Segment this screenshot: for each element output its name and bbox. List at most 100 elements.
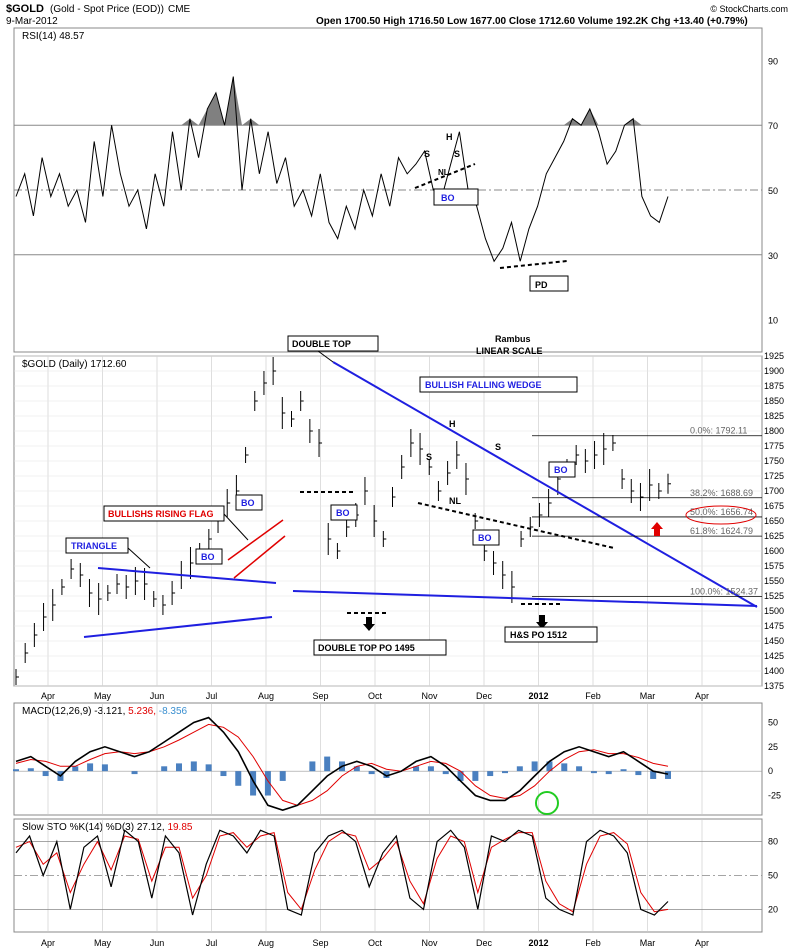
flag-label: BULLISHS RISING FLAG xyxy=(108,509,214,519)
macd-histogram-bar xyxy=(576,766,583,772)
rsi-title: RSI(14) 48.57 xyxy=(22,31,85,42)
price-tick-label: 1400 xyxy=(764,666,784,676)
macd-tick-label: 0 xyxy=(768,766,773,776)
wedge-lower-line xyxy=(292,590,758,607)
x-month-label: Mar xyxy=(640,938,656,948)
macd-legend-signal: 5.236, xyxy=(128,706,156,717)
price-tick-label: 1525 xyxy=(764,591,784,601)
hs-po-label: H&S PO 1512 xyxy=(510,630,567,640)
hs-arrow-icon xyxy=(536,615,548,629)
price-tick-label: 1625 xyxy=(764,531,784,541)
macd-histogram-bar xyxy=(161,766,168,772)
hs-s-right: S xyxy=(495,442,501,452)
rsi-neckline xyxy=(414,163,476,189)
rsi-tick-label: 10 xyxy=(768,316,778,326)
sto-legend-d: 19.85 xyxy=(167,822,192,833)
rsi-pd-line xyxy=(499,260,568,269)
bo-box-3 xyxy=(330,504,358,521)
macd-histogram-bar xyxy=(190,761,197,772)
price-tick-label: 1575 xyxy=(764,561,784,571)
rsi-tick-label: 70 xyxy=(768,121,778,131)
x-month-label: Dec xyxy=(476,938,493,948)
wedge-box xyxy=(419,376,578,393)
header-desc: (Gold - Spot Price (EOD)) xyxy=(50,4,164,15)
price-tick-label: 1475 xyxy=(764,621,784,631)
double-top-label: DOUBLE TOP xyxy=(292,339,351,349)
price-tick-label: 1450 xyxy=(764,636,784,646)
sto-legend-k: Slow STO %K(14) %D(3) 27.12, xyxy=(22,822,165,833)
macd-series xyxy=(13,716,671,811)
bo-label-1: BO xyxy=(201,552,215,562)
fib-levels: 0.0%: 1792.11 38.2%: 1688.69 50.0%: 1656.7… xyxy=(532,426,762,597)
macd-histogram-bar xyxy=(620,769,627,772)
x-month-label: Apr xyxy=(695,691,709,701)
header-ohlc: Open 1700.50 High 1716.50 Low 1677.00 Cl… xyxy=(316,16,748,27)
price-tick-label: 1700 xyxy=(764,486,784,496)
macd-histogram-bar xyxy=(650,771,657,779)
macd-histogram-bar xyxy=(176,763,182,772)
triangle-pointer xyxy=(127,547,151,569)
macd-histogram-bar xyxy=(235,771,242,786)
macd-histogram-bar xyxy=(27,768,34,772)
macd-legend: MACD(12,26,9) -3.121, 5.236, -8.356 xyxy=(22,706,188,717)
bo-box-2 xyxy=(235,494,263,511)
x-month-label: Sep xyxy=(312,691,328,701)
fib-label: 100.0%: 1524.37 xyxy=(690,586,758,596)
grid-lines xyxy=(14,124,762,932)
flag-box xyxy=(103,505,225,522)
x-month-label: May xyxy=(94,691,112,701)
rambus-label: Rambus xyxy=(495,334,531,344)
x-month-label: 2012 xyxy=(528,938,548,948)
macd-histogram-bar xyxy=(72,766,79,772)
macd-histogram-bar xyxy=(605,771,612,775)
macd-histogram-bar xyxy=(324,756,331,772)
x-month-label: Oct xyxy=(368,938,383,948)
macd-tick-label: 25 xyxy=(768,742,778,752)
x-month-label: Feb xyxy=(585,938,601,948)
x-month-label: Aug xyxy=(258,938,274,948)
dt-po-label: DOUBLE TOP PO 1495 xyxy=(318,643,415,653)
header-date: 9-Mar-2012 xyxy=(6,16,58,27)
x-month-label: Jul xyxy=(206,691,218,701)
macd-histogram-bar xyxy=(516,766,523,772)
x-month-label: Oct xyxy=(368,691,383,701)
price-tick-label: 1750 xyxy=(764,456,784,466)
rsi-series xyxy=(15,76,669,263)
x-month-label: Nov xyxy=(421,938,438,948)
macd-histogram-bar xyxy=(131,771,138,775)
flag-upper-line xyxy=(227,519,284,561)
dt-arrow-icon xyxy=(363,617,375,631)
x-month-label: May xyxy=(94,938,112,948)
flag-pointer xyxy=(223,513,249,541)
axis-ticks: Apr Apr May May Jun Jun Jul Jul Aug Aug Sep Sep Oct O… xyxy=(41,56,784,948)
sto-legend: Slow STO %K(14) %D(3) 27.12, 19.85 xyxy=(22,822,193,833)
price-tick-label: 1725 xyxy=(764,471,784,481)
x-month-label: Apr xyxy=(41,938,55,948)
double-top-pointer xyxy=(317,350,334,363)
bo-label-2: BO xyxy=(241,498,255,508)
wedge-label: BULLISH FALLING WEDGE xyxy=(425,380,542,390)
price-series xyxy=(15,357,671,685)
hs-neckline xyxy=(417,502,615,549)
bo-box-5 xyxy=(548,461,576,478)
wedge-upper-line xyxy=(332,361,758,608)
sto-tick-label: 80 xyxy=(768,837,778,847)
macd-legend-macd: MACD(12,26,9) -3.121, xyxy=(22,706,125,717)
price-tick-label: 1375 xyxy=(764,681,784,691)
dt-po-box xyxy=(313,639,447,656)
rsi-bo-box xyxy=(433,188,479,206)
header-exchange: CME xyxy=(168,4,191,15)
macd-histogram-bar xyxy=(101,764,108,772)
bo-label-5: BO xyxy=(554,465,568,475)
macd-histogram-bar xyxy=(13,769,19,772)
bo-label-3: BO xyxy=(336,508,350,518)
rsi-line xyxy=(15,76,669,263)
triangle-label: TRIANGLE xyxy=(71,541,117,551)
x-month-label: Apr xyxy=(41,691,55,701)
macd-histogram-bar xyxy=(665,771,671,779)
macd-histogram-bar xyxy=(531,761,538,772)
x-month-label: Jul xyxy=(206,938,218,948)
price-tick-label: 1650 xyxy=(764,516,784,526)
price-tick-label: 1550 xyxy=(764,576,784,586)
